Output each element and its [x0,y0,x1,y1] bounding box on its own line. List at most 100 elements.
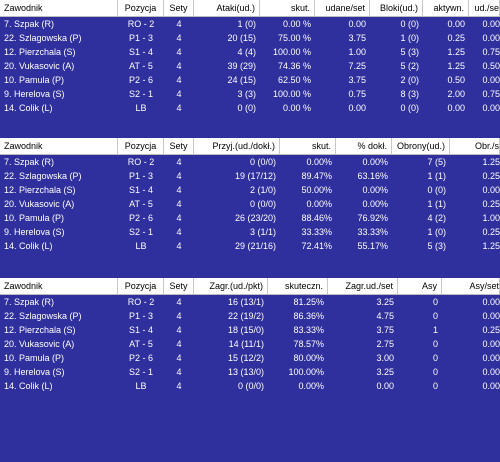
cell-defenses-per-set: 0.25 [482,227,500,237]
cell-serve-efficiency: 86.36% [293,311,324,321]
table-row[interactable]: 14. Colik (L) LB 4 29 (21/16) 72.41% 55.… [0,239,500,253]
column-header-player[interactable]: Zawodnik [0,278,118,294]
table-row[interactable]: 22. Szlagowska (P) P1 - 3 4 22 (19/2) 86… [0,309,500,323]
table-row[interactable]: 22. Szlagowska (P) P1 - 3 4 20 (15) 75.0… [0,31,500,45]
cell-sets: 4 [176,19,182,29]
column-header-player[interactable]: Zawodnik [0,138,118,154]
cell-blocks: 0 (0) [400,19,419,29]
cell-defenses-per-set: 1.25 [482,157,500,167]
column-header-serves[interactable]: Zagr.(ud./pkt) [194,278,268,294]
cell-sets: 4 [176,157,182,167]
cell-aces-per-set: 0.00 [482,311,500,321]
cell-player: 22. Szlagowska (P) [4,311,82,321]
table-row[interactable]: 12. Pierzchala (S) S1 - 4 4 2 (1/0) 50.0… [0,183,500,197]
cell-sets: 4 [176,171,182,181]
column-header-sets[interactable]: Sety [164,0,194,16]
table-row[interactable]: 20. Vukasovic (A) AT - 5 4 0 (0/0) 0.00%… [0,197,500,211]
cell-defenses-per-set: 1.00 [482,213,500,223]
cell-player: 7. Szpak (R) [4,19,55,29]
cell-sets: 4 [176,311,182,321]
table-row[interactable]: 9. Herelova (S) S2 - 1 4 13 (13/0) 100.0… [0,365,500,379]
cell-blocks: 0 (0) [400,103,419,113]
cell-accuracy: 0.00% [362,185,388,195]
cell-player: 7. Szpak (R) [4,297,55,307]
cell-defenses: 7 (5) [427,157,446,167]
table-row[interactable]: 9. Herelova (S) S2 - 1 4 3 (1/1) 33.33% … [0,225,500,239]
cell-serve-efficiency: 0.00% [298,381,324,391]
table-row[interactable]: 9. Herelova (S) S2 - 1 4 3 (3) 100.00 % … [0,87,500,101]
column-header-sets[interactable]: Sety [164,278,194,294]
cell-attacks: 3 (3) [237,89,256,99]
cell-receptions: 0 (0/0) [249,199,276,209]
column-header-position[interactable]: Pozycja [118,278,164,294]
cell-aces-per-set: 0.25 [482,325,500,335]
column-header-defenses-per-set[interactable]: Obr./s [450,138,500,154]
column-header-efficiency[interactable]: skut. [260,0,315,16]
cell-success-per-set: 0.00 [348,19,366,29]
cell-position: P2 - 6 [128,213,153,223]
cell-position: AT - 5 [129,61,153,71]
table-row[interactable]: 14. Colik (L) LB 4 0 (0) 0.00 % 0.00 0 (… [0,101,500,115]
cell-receptions: 2 (1/0) [249,185,276,195]
table-row[interactable]: 7. Szpak (R) RO - 2 4 0 (0/0) 0.00% 0.00… [0,155,500,169]
table-row[interactable]: 10. Pamula (P) P2 - 6 4 24 (15) 62.50 % … [0,73,500,87]
cell-blocks-per-set: 0.00 [482,19,500,29]
column-header-success-per-set[interactable]: udane/set [315,0,370,16]
table-row[interactable]: 14. Colik (L) LB 4 0 (0/0) 0.00% 0.00 0 … [0,379,500,393]
cell-efficiency: 0.00% [306,157,332,167]
column-header-aces-per-set[interactable]: Asy/set [442,278,500,294]
column-header-attacks[interactable]: Ataki(ud.) [194,0,260,16]
table-row[interactable]: 20. Vukasovic (A) AT - 5 4 14 (11/1) 78.… [0,337,500,351]
cell-aces-per-set: 0.00 [482,297,500,307]
column-header-blocks[interactable]: Bloki(ud.) [370,0,423,16]
column-header-position[interactable]: Pozycja [118,0,164,16]
column-header-activity[interactable]: aktywn. [423,0,469,16]
column-header-defenses[interactable]: Obrony(ud.) [392,138,450,154]
cell-blocks-per-set: 0.00 [482,103,500,113]
cell-sets: 4 [176,227,182,237]
table-row[interactable]: 10. Pamula (P) P2 - 6 4 26 (23/20) 88.46… [0,211,500,225]
table-row[interactable]: 12. Pierzchala (S) S1 - 4 4 18 (15/0) 83… [0,323,500,337]
column-header-accuracy[interactable]: % dokł. [336,138,392,154]
cell-sets: 4 [176,353,182,363]
cell-sets: 4 [176,381,182,391]
cell-aces: 0 [432,381,438,391]
table-row[interactable]: 7. Szpak (R) RO - 2 4 1 (0) 0.00 % 0.00 … [0,17,500,31]
cell-sets: 4 [176,213,182,223]
cell-blocks-per-set: 0.50 [482,61,500,71]
column-header-serve-efficiency[interactable]: skuteczn. [268,278,328,294]
table-row[interactable]: 10. Pamula (P) P2 - 6 4 15 (12/2) 80.00%… [0,351,500,365]
column-header-sets[interactable]: Sety [164,138,194,154]
table-row[interactable]: 22. Szlagowska (P) P1 - 3 4 19 (17/12) 8… [0,169,500,183]
cell-serves: 14 (11/1) [228,339,264,349]
column-header-aces[interactable]: Asy [398,278,442,294]
column-header-blocks-per-set[interactable]: ud./se [469,0,500,16]
cell-aces: 1 [432,325,438,335]
cell-attacks: 39 (29) [227,61,256,71]
column-header-serves-per-set[interactable]: Zagr.ud./set [328,278,398,294]
reception-defense-table: Zawodnik Pozycja Sety Przyj.(ud./dokł.) … [0,138,500,253]
cell-aces: 0 [432,353,438,363]
cell-blocks-per-set: 0.75 [482,47,500,57]
table-header: Zawodnik Pozycja Sety Zagr.(ud./pkt) sku… [0,278,500,295]
cell-efficiency: 88.46% [301,213,332,223]
column-header-efficiency[interactable]: skut. [280,138,336,154]
table-row[interactable]: 7. Szpak (R) RO - 2 4 16 (13/1) 81.25% 3… [0,295,500,309]
column-header-receptions[interactable]: Przyj.(ud./dokł.) [194,138,280,154]
cell-serves-per-set: 2.75 [376,339,394,349]
cell-attacks: 0 (0) [237,103,256,113]
cell-aces-per-set: 0.00 [482,381,500,391]
cell-player: 12. Pierzchala (S) [4,325,76,335]
cell-blocks-per-set: 0.75 [482,89,500,99]
table-row[interactable]: 20. Vukasovic (A) AT - 5 4 39 (29) 74.36… [0,59,500,73]
cell-defenses-per-set: 0.00 [482,185,500,195]
cell-receptions: 0 (0/0) [249,157,276,167]
cell-sets: 4 [176,185,182,195]
table-header: Zawodnik Pozycja Sety Przyj.(ud./dokł.) … [0,138,500,155]
cell-defenses-per-set: 1.25 [482,241,500,251]
cell-serves: 18 (15/0) [227,325,264,335]
column-header-player[interactable]: Zawodnik [0,0,118,16]
cell-player: 9. Herelova (S) [4,89,65,99]
column-header-position[interactable]: Pozycja [118,138,164,154]
table-row[interactable]: 12. Pierzchala (S) S1 - 4 4 4 (4) 100.00… [0,45,500,59]
